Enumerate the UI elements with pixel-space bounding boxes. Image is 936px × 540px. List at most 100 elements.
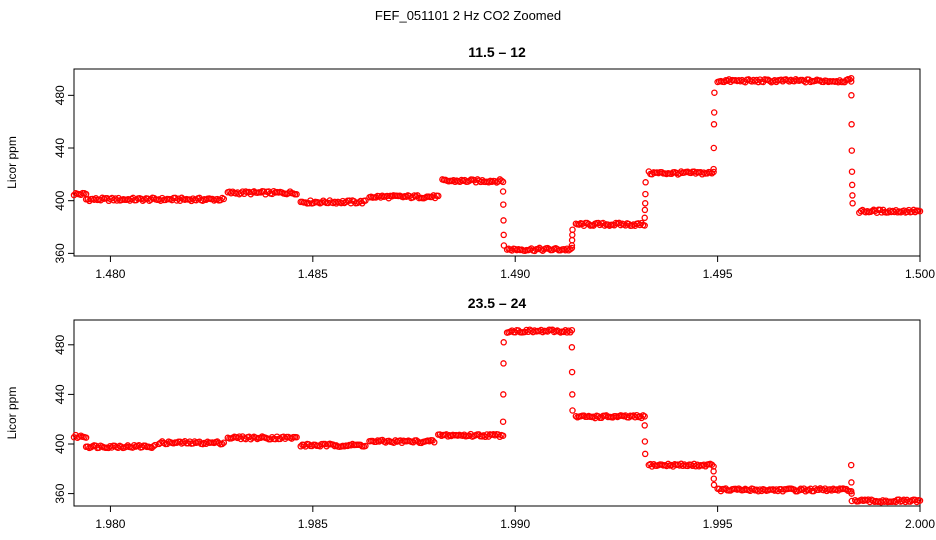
- data-point: [710, 481, 718, 489]
- data-point: [913, 498, 921, 506]
- data-point: [848, 92, 855, 99]
- data-point: [220, 439, 228, 446]
- data-point: [431, 439, 438, 446]
- data-point: [500, 217, 507, 224]
- figure-title: FEF_051101 2 Hz CO2 Zoomed: [374, 8, 562, 23]
- x-tick-label: 2.000: [905, 517, 935, 531]
- data-point: [569, 391, 576, 398]
- data-point: [82, 434, 90, 441]
- data-point: [641, 450, 649, 458]
- data-point: [293, 433, 300, 441]
- x-tick-label: 1.500: [905, 267, 935, 281]
- data-point: [708, 461, 716, 468]
- data-point: [710, 168, 717, 176]
- data-point: [499, 178, 507, 186]
- panel-bottom: 23.5 – 24 Licor ppm 1.980 1.985 1.990 1.995 2.…: [5, 295, 935, 531]
- y-tick-label: 480: [53, 85, 67, 105]
- data-point: [710, 468, 717, 475]
- data-points: [70, 326, 924, 506]
- data-point: [641, 438, 649, 445]
- data-point: [847, 78, 855, 85]
- data-point: [151, 441, 159, 449]
- x-tick-label: 1.995: [703, 517, 733, 531]
- data-point: [641, 422, 648, 429]
- y-tick-label: 440: [53, 384, 67, 404]
- data-point: [848, 168, 856, 175]
- data-point: [710, 144, 718, 152]
- data-point: [500, 360, 507, 367]
- data-point: [500, 391, 507, 398]
- y-tick-label: 360: [53, 483, 67, 503]
- data-point: [641, 200, 649, 207]
- data-point: [362, 442, 369, 450]
- data-point: [848, 479, 855, 486]
- data-point: [642, 179, 649, 186]
- data-point: [500, 231, 507, 239]
- panel-title: 23.5 – 24: [468, 295, 527, 311]
- data-point: [569, 226, 576, 233]
- y-tick-label: 360: [53, 243, 67, 263]
- plot-frame: [73, 319, 921, 507]
- y-axis-label: Licor ppm: [5, 136, 19, 189]
- data-point: [500, 242, 508, 249]
- data-point: [848, 147, 856, 154]
- data-point: [569, 231, 576, 239]
- data-point: [565, 327, 572, 334]
- data-point: [641, 206, 649, 214]
- data-point: [710, 121, 718, 128]
- x-tick-label: 1.490: [500, 267, 530, 281]
- data-point: [500, 201, 507, 208]
- y-axis-label: Licor ppm: [5, 387, 19, 440]
- x-tick-label: 1.480: [95, 267, 125, 281]
- data-point: [710, 109, 718, 116]
- data-point: [499, 432, 507, 439]
- data-point: [848, 181, 856, 189]
- data-point: [710, 165, 717, 173]
- data-point: [711, 89, 718, 96]
- x-tick-label: 1.495: [703, 267, 733, 281]
- data-point: [435, 192, 442, 200]
- data-point: [568, 326, 576, 334]
- data-point: [848, 497, 856, 505]
- data-point: [847, 74, 855, 82]
- data-point: [710, 475, 718, 482]
- data-point: [568, 344, 576, 351]
- data-point: [500, 339, 507, 346]
- y-tick-label: 400: [53, 434, 67, 454]
- data-point: [293, 191, 300, 198]
- data-point: [848, 121, 855, 128]
- x-tick-label: 1.980: [95, 517, 125, 531]
- data-point: [641, 222, 648, 229]
- data-point: [847, 487, 855, 495]
- x-tick-label: 1.990: [500, 517, 530, 531]
- data-point: [641, 214, 648, 222]
- x-tick-label: 1.985: [298, 517, 328, 531]
- panel-title: 11.5 – 12: [468, 44, 526, 60]
- y-tick-label: 400: [53, 190, 67, 210]
- data-point: [802, 488, 809, 495]
- plot-frame: [73, 68, 921, 257]
- data-point: [641, 413, 648, 420]
- data-point: [568, 236, 576, 244]
- data-point: [664, 460, 672, 468]
- data-point: [916, 497, 924, 504]
- data-point: [568, 368, 576, 376]
- y-tick-label: 480: [53, 334, 67, 354]
- data-point: [496, 433, 504, 441]
- data-point: [568, 244, 576, 252]
- data-point: [362, 197, 369, 204]
- data-point: [847, 461, 855, 469]
- data-point: [849, 200, 856, 207]
- data-points: [70, 74, 924, 255]
- data-point: [916, 207, 924, 215]
- x-tick-label: 1.485: [298, 267, 328, 281]
- data-point: [218, 440, 226, 448]
- data-point: [220, 195, 228, 203]
- data-point: [499, 418, 507, 425]
- data-point: [849, 192, 856, 199]
- data-point: [848, 490, 855, 497]
- data-point: [642, 190, 649, 198]
- data-point: [720, 78, 728, 86]
- data-point: [569, 407, 576, 414]
